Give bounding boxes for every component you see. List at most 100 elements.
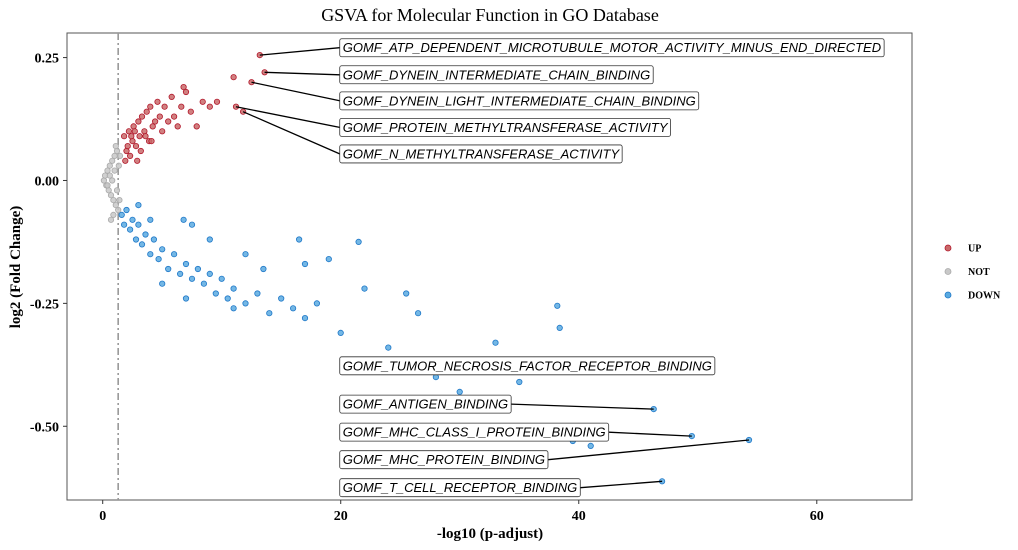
annotation-leader-2	[251, 81, 340, 102]
legend-label-not: NOT	[968, 267, 990, 278]
annotation-box-0	[339, 38, 885, 58]
point-down-25	[242, 300, 249, 307]
point-up-10	[141, 128, 148, 135]
point-not-20	[115, 162, 122, 169]
annotation-7: GOMF_MHC_CLASS_I_PROTEIN_BINDING	[339, 422, 610, 442]
point-down-12	[159, 246, 166, 253]
point-up-44	[148, 138, 155, 145]
y-tick-label-2: -0.25	[30, 297, 59, 312]
chart-title: GSVA for Molecular Function in GO Databa…	[321, 5, 659, 25]
annotation-label-9: GOMF_T_CELL_RECEPTOR_BINDING	[343, 480, 578, 495]
annotation-1: GOMF_DYNEIN_INTERMEDIATE_CHAIN_BINDING	[339, 65, 654, 85]
point-not-23	[107, 216, 115, 223]
point-up-38	[122, 157, 129, 164]
point-down-0	[118, 211, 125, 218]
point-not-17	[111, 167, 118, 174]
point-down-49	[242, 251, 249, 258]
point-down-51	[301, 260, 309, 268]
point-up-45	[134, 157, 141, 164]
legend-label-down: DOWN	[968, 291, 1001, 302]
point-not-8	[110, 197, 117, 204]
point-up-28	[199, 98, 206, 105]
point-not-15	[106, 172, 113, 179]
point-up-24	[178, 103, 185, 110]
point-not-16	[104, 182, 111, 189]
annotation-box-3	[339, 117, 671, 137]
point-down-31	[313, 300, 320, 307]
annotation-label-4: GOMF_N_METHYLTRANSFERASE_ACTIVITY	[343, 146, 621, 161]
point-down-57	[230, 305, 237, 312]
annotation-leader-6	[511, 403, 654, 410]
point-up-40	[128, 133, 135, 140]
annotation-leader-0	[259, 47, 340, 56]
point-down-10	[150, 236, 157, 243]
annotation-5: GOMF_TUMOR_NECROSIS_FACTOR_RECEPTOR_BIND…	[339, 356, 716, 376]
x-tick-label-2: 40	[572, 509, 586, 524]
point-down-8	[142, 231, 149, 238]
point-down-14	[171, 251, 178, 258]
point-down-20	[206, 270, 213, 277]
point-down-32	[337, 329, 344, 336]
point-down-27	[266, 310, 273, 317]
legend: UP NOT DOWN	[944, 244, 1001, 302]
point-not-22	[116, 152, 124, 159]
point-down-58	[260, 265, 267, 273]
point-down-16	[182, 260, 190, 268]
point-not-12	[115, 206, 122, 214]
point-down-33	[361, 285, 368, 292]
point-down-28	[278, 295, 285, 302]
y-tick-label-1: 0.00	[35, 174, 60, 189]
point-up-19	[161, 103, 168, 110]
point-down-29	[289, 305, 297, 312]
legend-key-up	[944, 244, 952, 252]
point-up-39	[124, 143, 131, 150]
annotation-layer: GOMF_ATP_DEPENDENT_MICROTUBULE_MOTOR_ACT…	[339, 38, 885, 498]
annotation-0: GOMF_ATP_DEPENDENT_MICROTUBULE_MOTOR_ACT…	[339, 38, 885, 58]
point-down-48	[206, 236, 213, 243]
annotation-box-6	[339, 394, 512, 414]
annotation-box-1	[339, 65, 654, 85]
point-not-13	[112, 143, 119, 150]
annotation-box-7	[339, 422, 610, 442]
point-not-21	[116, 197, 123, 204]
annotation-label-1: GOMF_DYNEIN_INTERMEDIATE_CHAIN_BINDING	[343, 67, 650, 82]
point-down-37	[432, 373, 439, 381]
annotation-box-9	[339, 478, 581, 498]
legend-key-not	[944, 268, 952, 275]
annotation-9: GOMF_T_CELL_RECEPTOR_BINDING	[339, 478, 581, 498]
y-axis: 0.25 0.00 -0.25 -0.50	[30, 52, 67, 435]
point-down-18	[194, 265, 201, 273]
point-up-6	[132, 143, 140, 150]
x-tick-label-1: 20	[334, 509, 348, 524]
point-down-26	[254, 290, 261, 297]
point-down-6	[135, 221, 142, 228]
annotation-box-5	[339, 356, 716, 376]
annotation-leader-7	[608, 431, 692, 437]
point-down-40	[516, 378, 523, 386]
point-not-14	[110, 211, 117, 218]
point-down-15	[177, 270, 184, 277]
annotation-3: GOMF_PROTEIN_METHYLTRANSFERASE_ACTIVITY	[339, 117, 671, 137]
point-up-41	[131, 128, 138, 135]
annotation-4: GOMF_N_METHYLTRANSFERASE_ACTIVITY	[339, 144, 623, 164]
point-up-16	[154, 98, 161, 105]
point-not-3	[104, 167, 111, 174]
point-not-6	[107, 192, 115, 199]
point-down-42	[556, 324, 563, 331]
point-up-14	[149, 123, 156, 130]
y-tick-label-0: 0.25	[35, 52, 60, 67]
annotation-label-8: GOMF_MHC_PROTEIN_BINDING	[343, 452, 545, 467]
point-down-50	[295, 236, 303, 243]
point-not-5	[106, 162, 113, 169]
point-up-32	[230, 74, 237, 81]
point-up-29	[206, 103, 213, 110]
annotation-label-3: GOMF_PROTEIN_METHYLTRANSFERASE_ACTIVITY	[343, 120, 669, 135]
point-up-17	[156, 113, 163, 120]
annotation-leader-9	[580, 480, 663, 489]
point-down-13	[165, 265, 172, 273]
point-down-53	[159, 280, 166, 287]
point-down-46	[180, 216, 187, 223]
point-up-31	[180, 84, 187, 91]
legend-label-up: UP	[968, 244, 981, 255]
point-down-38	[456, 388, 463, 395]
